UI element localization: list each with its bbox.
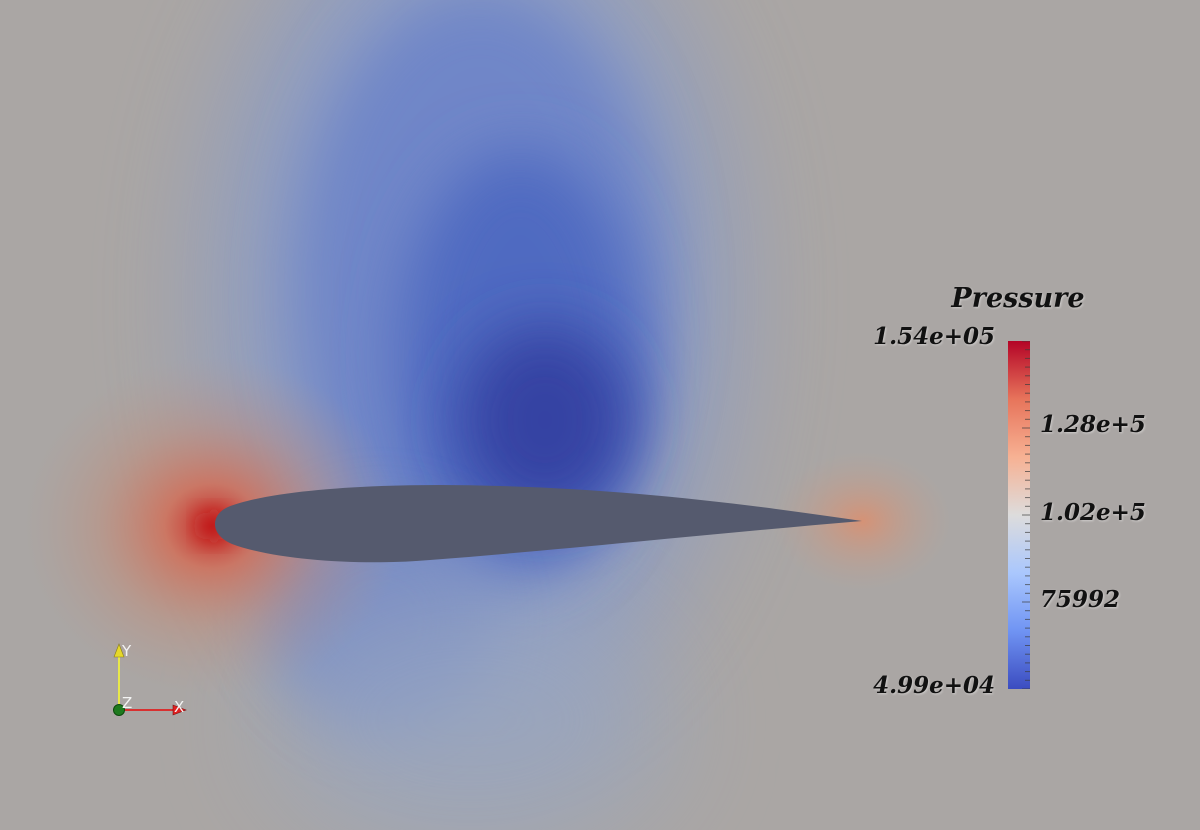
colorbar-tick-label-3: 75992 — [1040, 586, 1121, 613]
x-axis-label: X — [174, 698, 184, 716]
colorbar-tick-label-1: 1.28e+5 — [1040, 411, 1146, 438]
y-axis-arrow — [113, 643, 125, 658]
x-axis-arrow — [172, 704, 187, 716]
colorbar-title: Pressure — [951, 283, 1085, 314]
pressure-colorbar[interactable] — [1008, 341, 1030, 689]
colorbar-tick-label-2: 1.02e+5 — [1040, 499, 1146, 526]
z-axis-label: Z — [122, 694, 132, 712]
orientation-axes: Y Z X — [113, 642, 187, 716]
airfoil — [214, 484, 863, 563]
colorbar-ticks — [1022, 341, 1030, 689]
suction-region-core — [460, 325, 630, 515]
z-axis-dot — [113, 704, 125, 716]
lower-wake — [270, 590, 670, 830]
colorbar-min-label: 4.99e+04 — [873, 672, 995, 699]
y-axis-label: Y — [121, 642, 132, 660]
colorbar-max-label: 1.54e+05 — [873, 323, 995, 350]
